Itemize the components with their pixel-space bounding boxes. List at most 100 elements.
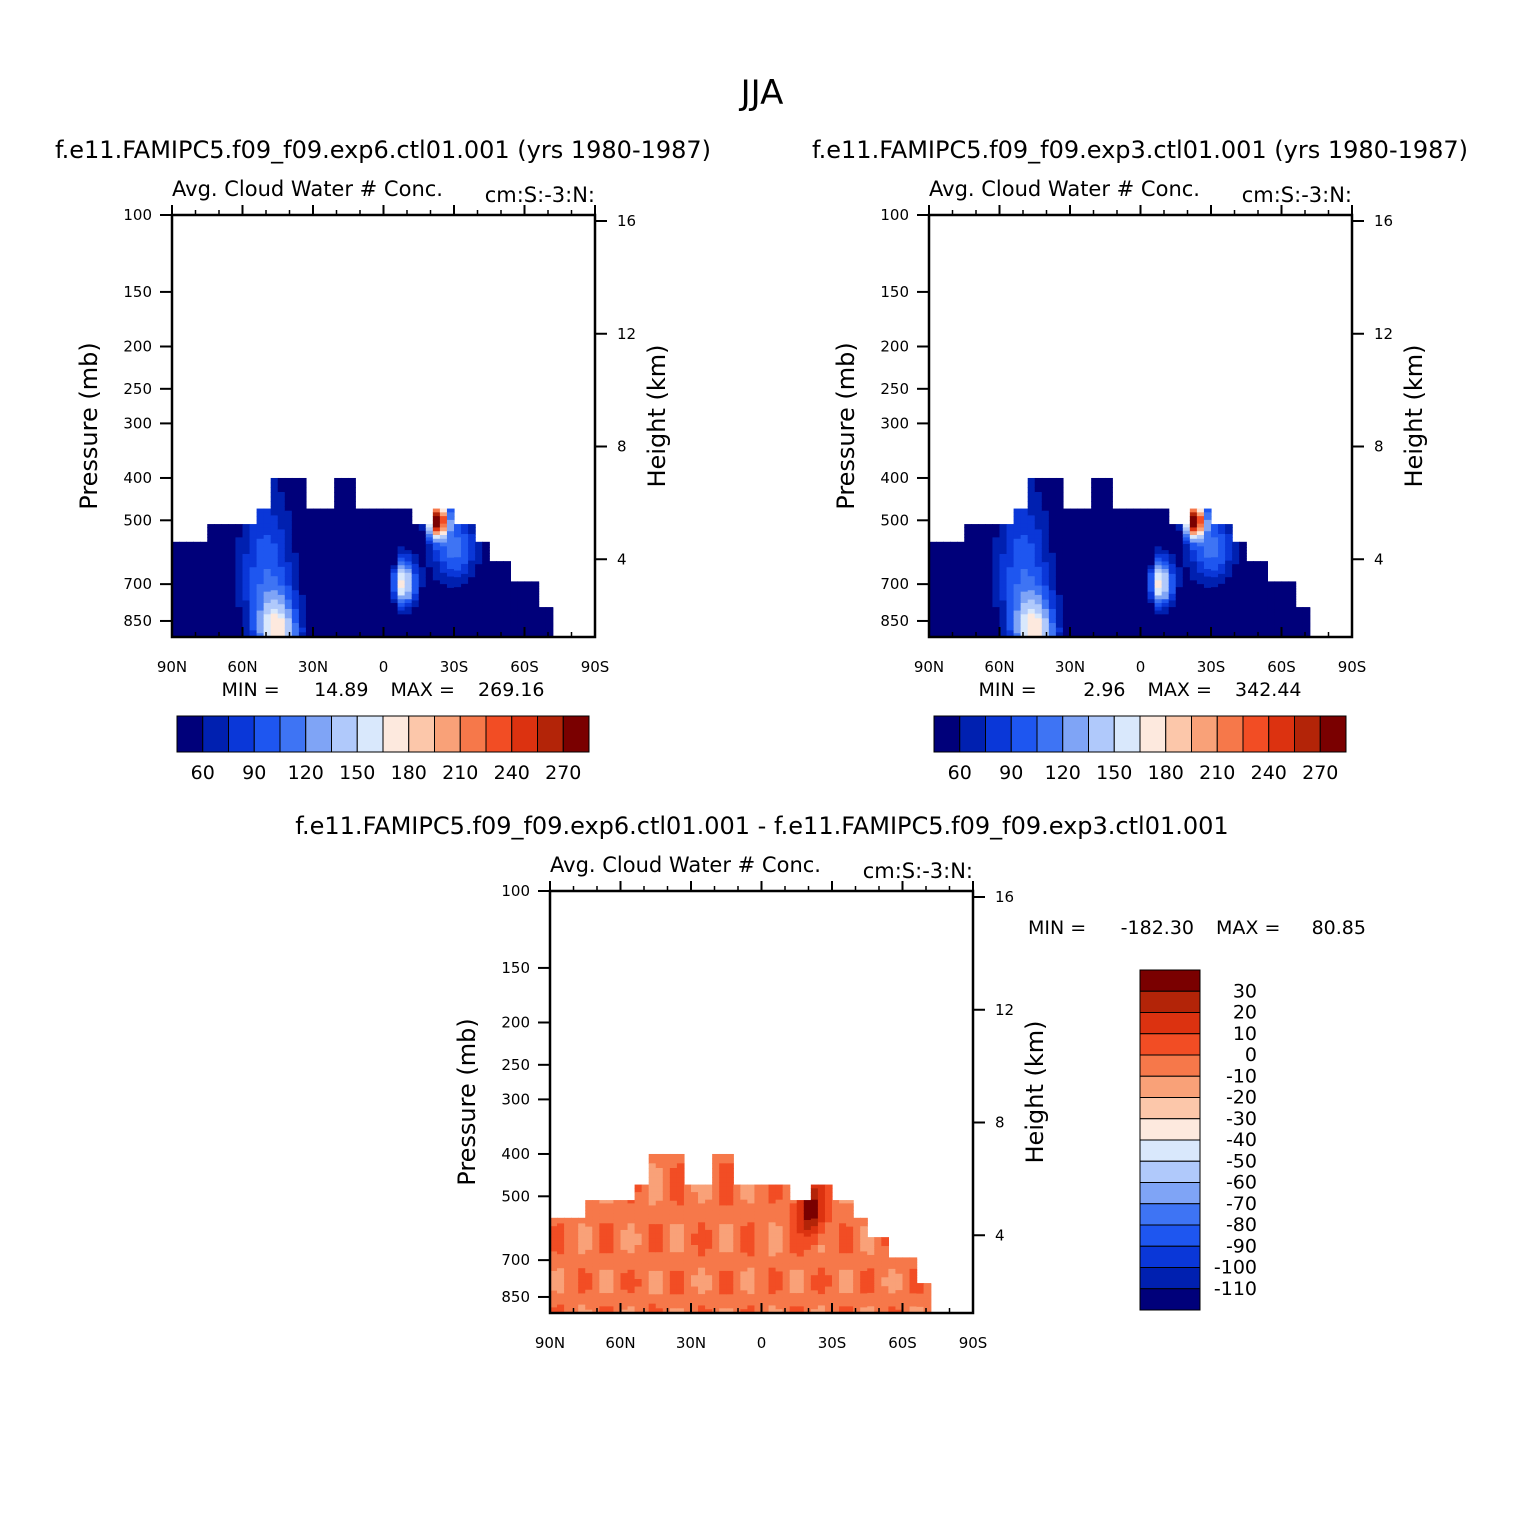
heatmap-cell <box>761 1222 770 1227</box>
heatmap-cell <box>1133 569 1142 574</box>
heatmap-cell <box>1077 610 1085 615</box>
heatmap-cell <box>1288 594 1297 597</box>
heatmap-cell <box>1105 496 1113 502</box>
heatmap-cell <box>383 591 392 597</box>
heatmap-cell <box>454 530 462 535</box>
heatmap-cell <box>620 1283 629 1288</box>
heatmap-cell <box>545 632 554 635</box>
heatmap-cell <box>334 482 342 488</box>
panel-subtitle-right: cm:S:-3:N: <box>1242 183 1352 207</box>
heatmap-cell <box>404 523 413 529</box>
heatmap-cell <box>1182 597 1191 602</box>
heatmap-cell <box>655 1214 664 1221</box>
heatmap-cell <box>291 548 300 554</box>
heatmap-cell <box>545 624 554 627</box>
heatmap-cell <box>1027 571 1036 577</box>
heatmap-cell <box>531 594 540 597</box>
heatmap-cell <box>1006 593 1015 598</box>
heatmap-cell <box>1196 621 1205 627</box>
heatmap-cell <box>284 477 293 484</box>
heatmap-cell <box>172 583 180 588</box>
heatmap-cell <box>1211 603 1219 608</box>
heatmap-cell <box>578 1245 586 1250</box>
heatmap-cell <box>1196 629 1205 634</box>
heatmap-cell <box>454 607 462 612</box>
heatmap-cell <box>1203 610 1212 615</box>
heatmap-cell <box>263 629 272 634</box>
heatmap-cell <box>712 1186 720 1192</box>
heatmap-cell <box>1267 614 1276 617</box>
heatmap-cell <box>985 543 994 548</box>
heatmap-cell <box>341 496 349 502</box>
heatmap-cell <box>291 492 300 498</box>
heatmap-cell <box>496 605 504 609</box>
heatmap-cell <box>950 625 958 630</box>
heatmap-cell <box>1267 586 1276 589</box>
heatmap-cell <box>524 627 533 630</box>
heatmap-cell <box>475 569 483 574</box>
heatmap-cell <box>186 558 194 562</box>
heatmap-cell <box>334 562 342 568</box>
heatmap-cell <box>341 622 349 629</box>
heatmap-cell <box>369 580 378 585</box>
heatmap-cell <box>475 541 483 546</box>
heatmap-cell <box>298 529 307 535</box>
heatmap-cell <box>1112 523 1120 529</box>
heatmap-cell <box>1154 591 1163 597</box>
heatmap-cell <box>221 560 229 565</box>
heatmap-cell <box>468 577 476 582</box>
heatmap-cell <box>1140 519 1149 525</box>
heatmap-cell <box>376 572 385 578</box>
heatmap-cell <box>964 603 972 608</box>
heatmap-cell <box>461 553 469 558</box>
heatmap-cell <box>1119 508 1127 513</box>
max-value: 269.16 <box>478 679 544 701</box>
heatmap-cell <box>214 593 222 598</box>
heatmap-cell <box>207 580 215 585</box>
heatmap-cell <box>517 609 526 612</box>
heatmap-cell <box>1232 578 1240 582</box>
heatmap-cell <box>992 577 1001 582</box>
heatmap-cell <box>992 547 1001 552</box>
heatmap-cell <box>298 618 307 624</box>
heatmap-cell <box>578 1299 586 1303</box>
heatmap-cell <box>564 1290 572 1294</box>
heatmap-cell <box>369 516 378 521</box>
heatmap-cell <box>277 482 286 488</box>
heatmap-cell <box>971 597 979 602</box>
heatmap-cell <box>235 573 244 578</box>
heatmap-cell <box>733 1256 741 1261</box>
heatmap-cell <box>1048 580 1057 587</box>
x-tick-label: 30N <box>1055 658 1085 676</box>
heatmap-cell <box>1302 607 1311 609</box>
heatmap-cell <box>1211 633 1219 638</box>
heatmap-cell <box>620 1219 629 1224</box>
heatmap-cell <box>761 1305 770 1310</box>
heatmap-cell <box>1189 561 1198 566</box>
heatmap-cell <box>1161 546 1170 551</box>
heatmap-cell <box>1295 612 1304 614</box>
heatmap-cell <box>691 1267 699 1273</box>
heatmap-cell <box>943 589 951 593</box>
heatmap-cell <box>1055 510 1064 516</box>
heatmap-cell <box>383 576 392 581</box>
heatmap-cell <box>383 629 392 634</box>
heatmap-cell <box>1133 584 1142 589</box>
heatmap-cell <box>683 1237 692 1242</box>
heatmap-cell <box>691 1290 699 1295</box>
heatmap-cell <box>524 594 533 597</box>
heatmap-cell <box>524 617 533 620</box>
heatmap-cell <box>1281 604 1290 607</box>
heatmap-cell <box>964 617 972 621</box>
heatmap-cell <box>390 610 399 615</box>
heatmap-cell <box>221 563 229 568</box>
heatmap-cell <box>648 1177 657 1183</box>
heatmap-cell <box>376 535 385 540</box>
heatmap-cell <box>524 620 533 623</box>
heatmap-cell <box>1077 614 1085 619</box>
heatmap-cell <box>1211 620 1219 625</box>
heatmap-cell <box>957 586 965 590</box>
heatmap-cell <box>1274 620 1283 623</box>
heatmap-cell <box>1225 607 1233 612</box>
heatmap-cell <box>662 1238 671 1244</box>
